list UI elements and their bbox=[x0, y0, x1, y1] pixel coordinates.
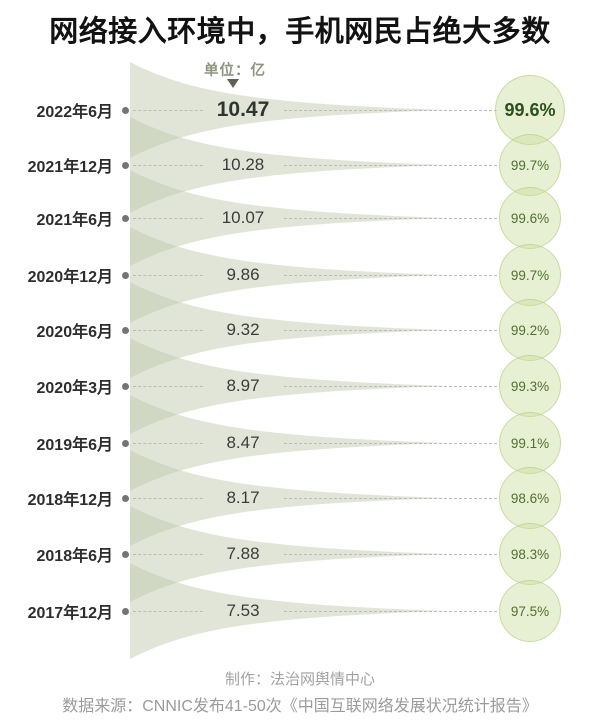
dashed-line bbox=[133, 498, 203, 499]
value-label: 9.86 bbox=[226, 265, 260, 284]
dashed-line bbox=[284, 218, 497, 219]
dashed-line bbox=[133, 386, 203, 387]
value-label: 8.17 bbox=[226, 488, 260, 507]
timeline-dot-icon bbox=[122, 326, 129, 334]
dashed-line bbox=[133, 275, 203, 276]
value-label: 10.28 bbox=[221, 155, 265, 174]
timeline-dot-icon bbox=[122, 106, 129, 114]
percent-badge: 99.7% bbox=[499, 244, 561, 306]
date-label: 2019年6月 bbox=[36, 437, 114, 454]
percent-badge: 99.1% bbox=[499, 412, 561, 474]
date-label: 2021年12月 bbox=[27, 159, 113, 176]
timeline-dot-icon bbox=[122, 607, 129, 615]
date-label: 2017年12月 bbox=[27, 605, 113, 622]
value-label: 8.47 bbox=[226, 433, 260, 452]
timeline-dot-icon bbox=[122, 494, 129, 502]
value-label: 10.47 bbox=[216, 98, 270, 121]
value-label: 7.53 bbox=[226, 601, 260, 620]
percent-badge: 99.7% bbox=[499, 134, 561, 196]
data-row: 2018年6月 7.88 bbox=[0, 526, 600, 582]
percent-badge: 99.2% bbox=[499, 299, 561, 361]
dashed-line bbox=[133, 554, 203, 555]
dashed-line bbox=[284, 386, 497, 387]
percent-badge: 98.3% bbox=[499, 523, 561, 585]
dashed-line bbox=[284, 554, 497, 555]
percent-badge: 99.3% bbox=[499, 355, 561, 417]
dashed-line bbox=[133, 330, 203, 331]
date-label: 2018年12月 bbox=[27, 492, 113, 509]
dashed-line bbox=[284, 165, 497, 166]
dashed-line bbox=[284, 330, 497, 331]
date-label: 2020年6月 bbox=[36, 324, 114, 341]
arrow-down-icon bbox=[227, 79, 239, 88]
dashed-line bbox=[133, 218, 203, 219]
percent-badge: 99.6% bbox=[499, 187, 561, 249]
date-label: 2022年6月 bbox=[36, 104, 114, 121]
dashed-line bbox=[284, 611, 497, 612]
percent-badge: 99.6% bbox=[495, 75, 565, 145]
timeline-dot-icon bbox=[122, 214, 129, 222]
dashed-line bbox=[133, 110, 203, 111]
value-label: 8.97 bbox=[226, 376, 260, 395]
dashed-line bbox=[284, 443, 497, 444]
timeline-dot-icon bbox=[122, 271, 129, 279]
footer-credit: 制作：法治网舆情中心 bbox=[224, 671, 375, 688]
value-label: 10.07 bbox=[221, 208, 265, 227]
data-row: 2020年12月 9.86 bbox=[0, 247, 600, 303]
data-row: 2019年6月 8.47 bbox=[0, 415, 600, 471]
data-row: 2018年12月 8.17 bbox=[0, 470, 600, 526]
data-row: 2021年6月 10.07 bbox=[0, 190, 600, 246]
date-label: 2020年12月 bbox=[27, 269, 113, 286]
data-row: 2017年12月 7.53 bbox=[0, 583, 600, 639]
dashed-line bbox=[284, 275, 497, 276]
date-label: 2020年3月 bbox=[36, 380, 114, 397]
footer-source: 数据来源：CNNIC发布41-50次《中国互联网络发展状况统计报告》 bbox=[62, 698, 538, 715]
date-label: 2021年6月 bbox=[36, 212, 114, 229]
dashed-line bbox=[133, 443, 203, 444]
date-label: 2018年6月 bbox=[36, 548, 114, 565]
page-title: 网络接入环境中，手机网民占绝大多数 bbox=[49, 16, 551, 48]
data-row: 2022年6月 10.47 bbox=[0, 82, 600, 138]
dashed-line bbox=[133, 611, 203, 612]
dashed-line bbox=[133, 165, 203, 166]
percent-badge: 98.6% bbox=[499, 467, 561, 529]
value-label: 9.32 bbox=[226, 320, 260, 339]
timeline-dot-icon bbox=[122, 161, 129, 169]
dashed-line bbox=[284, 110, 497, 111]
data-row: 2021年12月 10.28 bbox=[0, 137, 600, 193]
timeline-dot-icon bbox=[122, 550, 129, 558]
percent-badge: 97.5% bbox=[499, 580, 561, 642]
unit-label: 单位：亿 bbox=[204, 63, 266, 79]
value-label: 7.88 bbox=[226, 544, 260, 563]
dashed-line bbox=[284, 498, 497, 499]
data-row: 2020年6月 9.32 bbox=[0, 302, 600, 358]
data-row: 2020年3月 8.97 bbox=[0, 358, 600, 414]
timeline-dot-icon bbox=[122, 382, 129, 390]
timeline-dot-icon bbox=[122, 439, 129, 447]
